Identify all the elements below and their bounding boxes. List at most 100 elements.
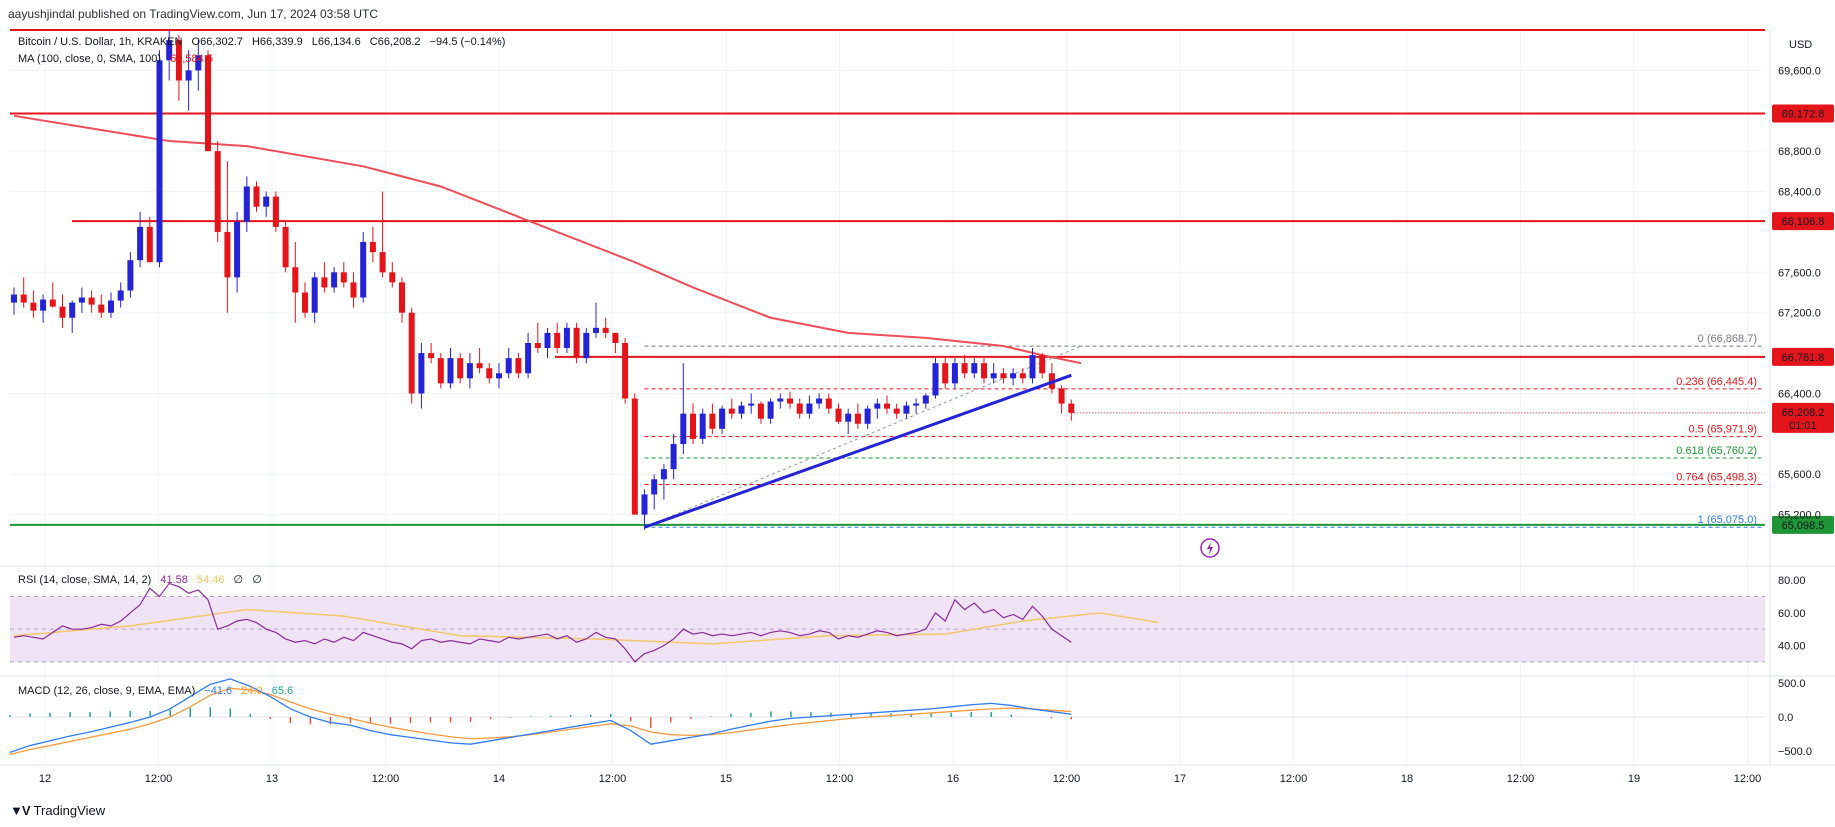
candle-body (806, 403, 813, 414)
candle-body (496, 373, 502, 379)
candles (11, 30, 1075, 530)
candle-body (534, 342, 541, 349)
moving-average (13, 114, 1082, 365)
candle-body (88, 297, 95, 305)
candle-body (660, 469, 667, 480)
candle-body (331, 272, 338, 288)
candle-body (1039, 355, 1046, 374)
time-axis[interactable]: 12 12:00 13 12:00 14 12:00 15 12:00 16 12:00 17 12:… (39, 773, 1761, 785)
price-tick-label: 65,200.0 (1778, 510, 1821, 522)
candle-body (156, 60, 163, 263)
macd-tick-label: 0.0 (1778, 712, 1793, 724)
rsi-legend-ma: 54.46 (197, 574, 225, 586)
svg-text:MA (100, close, 0, SMA, 100): MA (100, close, 0, SMA, 100) 69,584.5 (18, 53, 213, 65)
candle-body (49, 299, 56, 307)
candle-body (302, 292, 308, 313)
open-value: O66,302.7 (192, 36, 243, 48)
candle-body (263, 196, 270, 207)
resistance-price-label: 69,172.8 (1782, 109, 1825, 121)
macd-line (9, 678, 1072, 753)
candle-body (311, 277, 318, 313)
candle-body (922, 395, 929, 404)
candle-body (515, 358, 522, 374)
candle-body (893, 408, 900, 414)
candle-body (59, 306, 66, 318)
price-axis[interactable]: 69,172.8 68,106.8 66,761.8 65,098.5 66,208.2… (1772, 65, 1834, 758)
macd-signal-line (9, 687, 1072, 756)
candle-body (854, 413, 861, 424)
time-tick-label: 12:00 (1053, 773, 1081, 785)
candle-body (1068, 403, 1075, 413)
legend: Bitcoin / U.S. Dollar, 1h, KRAKEN O66,30… (18, 36, 1812, 697)
candle-body (321, 277, 328, 288)
candle-body (593, 327, 599, 333)
candle-body (243, 186, 250, 222)
time-tick-label: 12:00 (826, 773, 854, 785)
price-tick-label: 68,400.0 (1778, 187, 1821, 199)
candle-body (884, 403, 890, 409)
candle-body (20, 294, 27, 303)
resistance-price-label: 66,761.8 (1782, 352, 1825, 364)
candle-body (185, 70, 192, 81)
time-tick-label: 13 (266, 773, 278, 785)
candle-body (428, 353, 435, 359)
candle-body (214, 151, 221, 232)
lightning-bolt-icon (1207, 542, 1213, 555)
rsi-line (13, 582, 1072, 663)
time-tick-label: 14 (493, 773, 505, 785)
fibonacci-retracement[interactable]: 0 (66,868.7) 0.236 (66,445.4) 0.5 (65,971.… (644, 333, 1764, 528)
candle-body (369, 242, 376, 253)
rsi-legend-a: ∅ (234, 574, 244, 586)
candle-body (360, 242, 367, 298)
time-tick-label: 12:00 (599, 773, 627, 785)
price-tick-label: 67,600.0 (1778, 267, 1821, 279)
candle-body (437, 358, 444, 384)
time-tick-label: 12:00 (1507, 773, 1535, 785)
rsi-tick-label: 80.00 (1778, 575, 1806, 587)
candle-body (845, 413, 852, 422)
candle-body (748, 403, 755, 406)
candle-body (825, 398, 832, 409)
candle-body (1019, 373, 1026, 379)
candle-body (195, 55, 202, 71)
candle-body (146, 226, 153, 263)
candle-body (573, 327, 580, 359)
candle-body (728, 408, 735, 414)
candle-body (864, 408, 871, 424)
candle-body (699, 413, 706, 439)
price-tick-label: 66,400.0 (1778, 388, 1821, 400)
candle-body (457, 358, 464, 379)
candle-body (98, 304, 105, 313)
ma-line (13, 114, 1082, 365)
time-tick-label: 17 (1174, 773, 1186, 785)
footer: ▼V TradingView (10, 803, 105, 818)
support-price-tag (1772, 515, 1834, 534)
price-tick-label: 67,200.0 (1778, 308, 1821, 320)
candle-body (30, 302, 37, 311)
time-tick-label: 15 (720, 773, 732, 785)
chart-header: aayushjindal published on TradingView.co… (0, 0, 1835, 28)
publisher-text: aayushjindal published on TradingView.co… (8, 7, 379, 21)
rsi-tick-label: 60.00 (1778, 608, 1806, 620)
rsi-ma-line (13, 608, 1159, 645)
candle-body (971, 363, 978, 374)
close-value: C66,208.2 (370, 36, 421, 48)
rsi-legend-b: ∅ (252, 574, 262, 586)
resistance-price-tag (1772, 104, 1834, 123)
candle-body (408, 312, 415, 394)
candle-body (835, 408, 842, 422)
trendline-layer[interactable] (643, 373, 1220, 558)
candle-body (1029, 355, 1036, 379)
fib-level-label: 0.764 (65,498.3) (1676, 471, 1757, 483)
candle-body (340, 272, 347, 283)
current-price-label: 66,208.2 (1782, 407, 1825, 419)
candle-body (951, 363, 958, 384)
candle-body (816, 398, 823, 404)
svg-text:RSI (14, close, SMA, 14, 2): RSI (14, close, SMA, 14, 2) 41.58 54.46 … (18, 574, 262, 586)
candle-body (544, 332, 551, 349)
candle-body (379, 252, 386, 273)
fib-level-label: 0.236 (66,445.4) (1676, 376, 1757, 388)
candle-body (709, 413, 716, 429)
fib-level-label: 0 (66,868.7) (1698, 333, 1757, 345)
